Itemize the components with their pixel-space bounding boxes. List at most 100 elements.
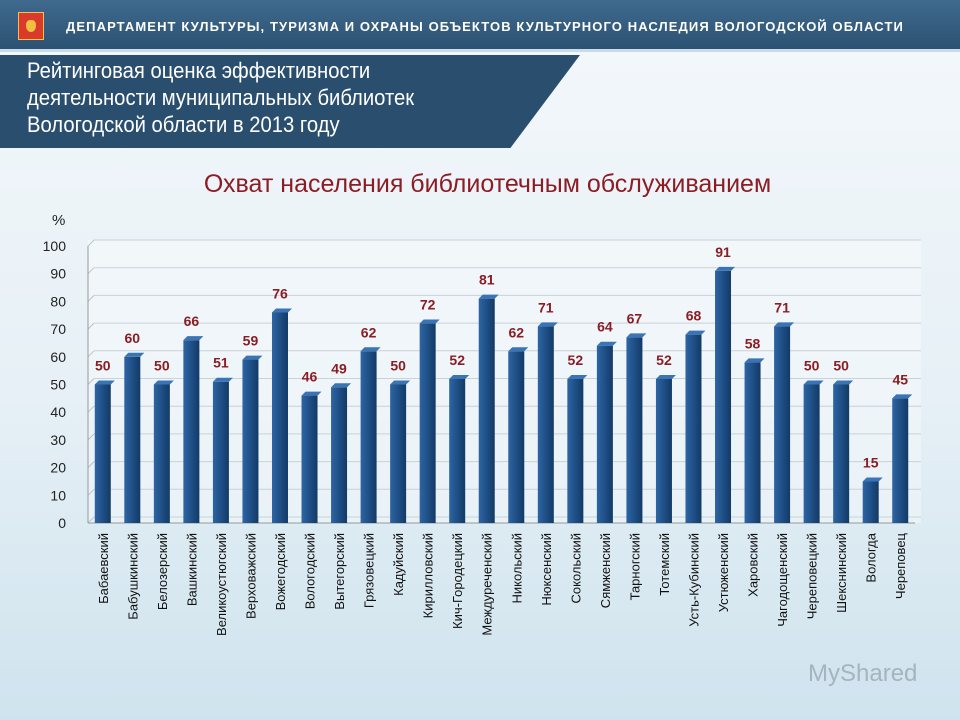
data-label: 67 bbox=[627, 310, 643, 326]
bar-top bbox=[153, 380, 174, 385]
x-tick-label: Никольский bbox=[509, 533, 524, 604]
data-label: 71 bbox=[538, 299, 554, 315]
data-label: 52 bbox=[449, 352, 465, 368]
grid-line bbox=[87, 239, 95, 247]
data-label: 91 bbox=[715, 244, 731, 260]
bar bbox=[596, 345, 613, 523]
data-label: 66 bbox=[184, 313, 200, 329]
bar bbox=[862, 481, 879, 523]
bar-top bbox=[242, 355, 263, 360]
y-axis-label: % bbox=[52, 212, 65, 229]
title-line: деятельности муниципальных библиотек bbox=[27, 85, 415, 110]
data-label: 50 bbox=[95, 358, 111, 374]
data-label: 45 bbox=[892, 371, 908, 387]
bar bbox=[803, 384, 820, 523]
x-tick-label: Череповецкий bbox=[805, 533, 820, 619]
bar-top bbox=[655, 374, 676, 379]
bar-top bbox=[862, 477, 883, 482]
bar-top bbox=[596, 341, 617, 346]
data-label: 68 bbox=[686, 308, 702, 324]
bar-top bbox=[833, 380, 854, 385]
bar bbox=[567, 378, 584, 523]
y-tick-label: 80 bbox=[50, 293, 66, 309]
data-label: 51 bbox=[213, 355, 229, 371]
data-label: 46 bbox=[302, 369, 318, 385]
x-tick-label: Нюксенский bbox=[539, 533, 554, 606]
x-tick-label: Вашкинский bbox=[184, 533, 199, 606]
bar-top bbox=[715, 266, 736, 271]
bar bbox=[685, 334, 702, 523]
grid-line bbox=[87, 433, 95, 441]
data-label: 81 bbox=[479, 272, 495, 288]
x-tick-label: Кич-Городецкий bbox=[450, 533, 465, 629]
data-label: 60 bbox=[125, 330, 141, 346]
bar-top bbox=[774, 322, 795, 327]
bar-top bbox=[567, 374, 588, 379]
x-tick-label: Чагодощенский bbox=[775, 533, 790, 627]
y-tick-label: 20 bbox=[50, 460, 66, 476]
bar-top bbox=[390, 380, 411, 385]
data-label: 72 bbox=[420, 297, 436, 313]
x-tick-label: Харовский bbox=[746, 533, 761, 597]
y-tick-label: 30 bbox=[50, 432, 66, 448]
data-label: 59 bbox=[243, 333, 259, 349]
bar-top bbox=[360, 347, 381, 352]
bar-top bbox=[744, 358, 765, 363]
grid-line bbox=[87, 516, 95, 524]
data-label: 64 bbox=[597, 319, 613, 335]
bar-top bbox=[449, 374, 470, 379]
x-tick-label: Грязовецкий bbox=[362, 533, 377, 608]
x-tick-label: Тотемский bbox=[657, 533, 672, 596]
data-label: 50 bbox=[154, 358, 170, 374]
bar-top bbox=[419, 319, 440, 324]
bar bbox=[301, 395, 318, 523]
x-tick-label: Кадуйский bbox=[391, 533, 406, 596]
bar-top bbox=[537, 322, 558, 327]
data-label: 52 bbox=[656, 352, 672, 368]
bar bbox=[242, 359, 259, 523]
bar bbox=[94, 384, 111, 523]
x-tick-label: Шекснинский bbox=[834, 533, 849, 613]
bar bbox=[744, 362, 761, 523]
grid-line bbox=[87, 350, 95, 358]
grid-line bbox=[87, 295, 95, 302]
grid-line bbox=[87, 378, 95, 385]
bar bbox=[153, 384, 170, 523]
bar bbox=[626, 337, 643, 523]
title-line: Рейтинговая оценка эффективности bbox=[27, 58, 371, 83]
bar bbox=[183, 340, 200, 523]
x-tick-label: Череповец bbox=[893, 532, 908, 599]
data-label: 62 bbox=[361, 324, 377, 340]
data-label: 15 bbox=[863, 454, 879, 470]
y-tick-label: 0 bbox=[58, 515, 66, 531]
watermark: MyShared bbox=[808, 660, 918, 687]
grid-line bbox=[87, 322, 95, 330]
bar-top bbox=[301, 391, 322, 396]
x-tick-label: Междуреченский bbox=[480, 533, 495, 636]
x-tick-label: Верховажский bbox=[243, 533, 258, 619]
bar-top bbox=[271, 308, 292, 313]
x-tick-label: Усть-Кубинский bbox=[686, 533, 701, 627]
bar-top bbox=[685, 330, 706, 335]
bar-top bbox=[508, 347, 529, 352]
data-label: 49 bbox=[331, 360, 347, 376]
data-label: 50 bbox=[390, 358, 406, 374]
bar bbox=[508, 351, 525, 523]
bar bbox=[833, 384, 850, 523]
bar-top bbox=[892, 394, 913, 399]
x-tick-label: Тарногский bbox=[627, 533, 642, 600]
bar bbox=[419, 323, 436, 523]
bar bbox=[360, 351, 377, 523]
bar bbox=[774, 326, 791, 523]
x-tick-label: Устюженский bbox=[716, 533, 731, 612]
data-label: 52 bbox=[568, 352, 584, 368]
bar bbox=[124, 356, 141, 523]
bar-top bbox=[626, 333, 647, 338]
x-tick-label: Сокольский bbox=[568, 533, 583, 603]
bar-top bbox=[331, 383, 352, 388]
x-tick-label: Белозерский bbox=[155, 533, 170, 610]
y-tick-label: 70 bbox=[50, 321, 66, 337]
bar-top bbox=[183, 336, 204, 341]
bar-top bbox=[803, 380, 824, 385]
